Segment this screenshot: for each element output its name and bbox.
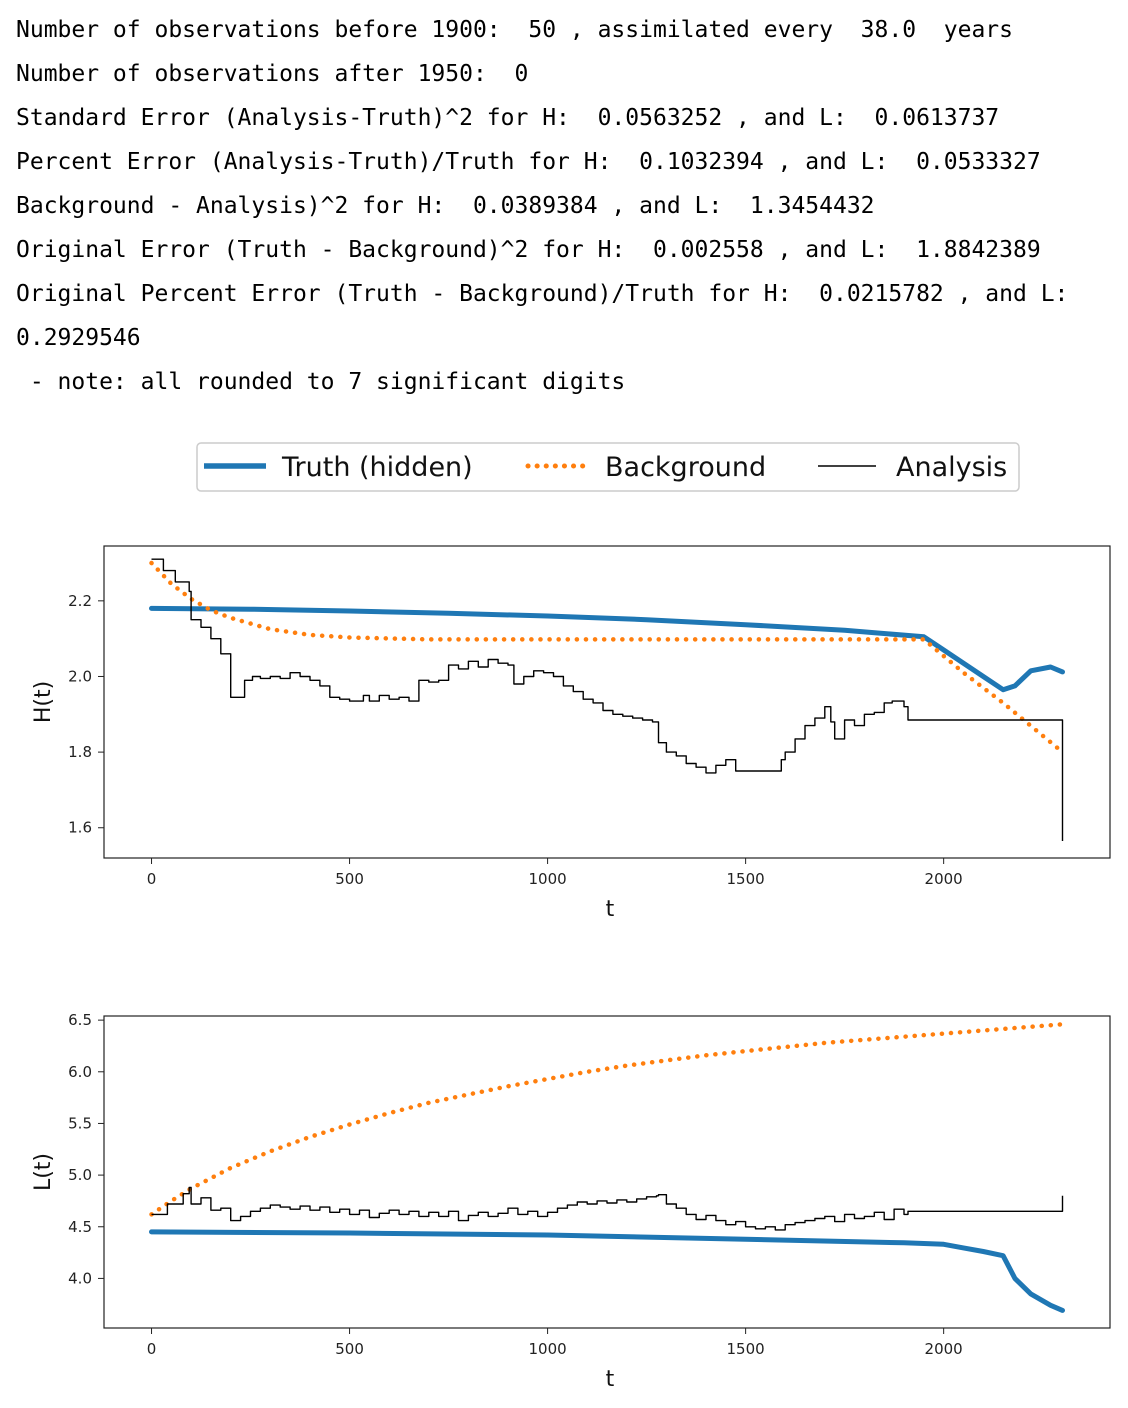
y-axis-label: H(t): [31, 681, 56, 723]
legend-frame: [196, 442, 1020, 492]
y-tick-label: 2.2: [68, 592, 92, 610]
x-axis-label: t: [606, 1367, 615, 1392]
cell-output: Number of observations before 1900: 50 ,…: [16, 8, 1124, 404]
x-tick-label: 500: [335, 1340, 364, 1358]
chart-l-of-t: 0 500 1000 1500 2000 4.0 4.5 5.0 5.5 6.0 6.5 t L(t): [31, 1011, 1111, 1392]
legend-analysis-label: Analysis: [896, 452, 1007, 483]
legend-background-label: Background: [605, 452, 766, 483]
x-tick-label: 2000: [925, 1340, 963, 1358]
y-tick-label: 4.0: [68, 1269, 92, 1287]
plot-area-h: [149, 558, 1065, 841]
output-line-after-1950: Number of observations after 1950: 0: [16, 61, 529, 87]
y-tick-label: 1.8: [68, 743, 92, 761]
y-tick-label: 2.0: [68, 667, 92, 685]
y-tick-label: 1.6: [68, 819, 92, 837]
x-tick-label: 1000: [528, 870, 566, 888]
x-tick-label: 1500: [727, 870, 765, 888]
x-tick-label: 1500: [727, 1340, 765, 1358]
y-tick-label: 4.5: [68, 1218, 92, 1236]
series-background-line: [149, 1022, 1065, 1217]
series-truth-hidden-line: [149, 1229, 1065, 1313]
x-tick-label: 2000: [925, 870, 963, 888]
output-line-standard-error: Standard Error (Analysis-Truth)^2 for H:…: [16, 105, 1000, 131]
plot-area-l: [149, 1022, 1065, 1313]
chart-h-of-t: 0 500 1000 1500 2000 1.6 1.8 2.0 2.2 t H(t): [31, 545, 1111, 922]
y-axis-label: L(t): [31, 1153, 56, 1191]
axes-frame: [103, 1015, 1111, 1329]
output-line-background-analysis: Background - Analysis)^2 for H: 0.038938…: [16, 193, 875, 219]
y-tick-label: 5.0: [68, 1166, 92, 1184]
y-tick-label: 6.5: [68, 1011, 92, 1029]
x-tick-label: 0: [147, 870, 157, 888]
legend: Truth (hidden) Background Analysis: [196, 442, 1020, 492]
output-line-original-percent-error: Original Percent Error (Truth - Backgrou…: [16, 281, 1069, 307]
x-tick-label: 0: [147, 1340, 157, 1358]
output-line-note: - note: all rounded to 7 significant dig…: [16, 369, 626, 395]
output-line-percent-error: Percent Error (Analysis-Truth)/Truth for…: [16, 149, 1041, 175]
series-background-line: [149, 560, 1065, 755]
x-tick-label: 500: [335, 870, 364, 888]
legend-truth-label: Truth (hidden): [281, 452, 473, 483]
x-axis-label: t: [606, 897, 615, 922]
output-line-original-error: Original Error (Truth - Background)^2 fo…: [16, 237, 1041, 263]
output-line-before-1900: Number of observations before 1900: 50 ,…: [16, 17, 1013, 43]
y-tick-label: 5.5: [68, 1114, 92, 1132]
y-tick-label: 6.0: [68, 1063, 92, 1081]
figure: Truth (hidden) Background Analysis 0 500 1…: [31, 442, 1111, 1392]
series-analysis-line: [151, 1186, 1064, 1231]
axes-frame: [103, 545, 1111, 859]
series-analysis-line: [151, 558, 1064, 841]
output-line-percent-value: 0.2929546: [16, 325, 141, 351]
x-tick-label: 1000: [528, 1340, 566, 1358]
series-truth-hidden-line: [149, 605, 1065, 693]
